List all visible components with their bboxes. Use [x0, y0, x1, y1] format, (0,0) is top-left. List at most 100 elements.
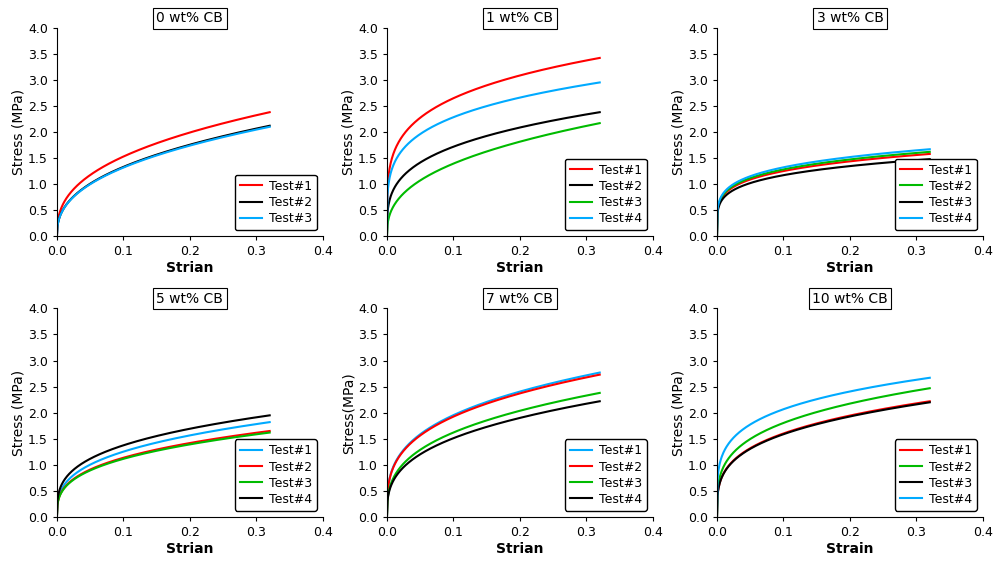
- Test#3: [864, 160, 876, 167]
- Test#2: [51, 514, 63, 521]
- Test#3: [736, 183, 748, 189]
- Test#1: [710, 233, 722, 240]
- Test#1: [534, 67, 546, 74]
- Line: Test#3: Test#3: [716, 159, 929, 236]
- Test#4: [406, 456, 418, 463]
- Test#4: [380, 514, 392, 521]
- Test#1: [406, 437, 418, 444]
- Test#3: [205, 137, 217, 143]
- Test#2: [406, 164, 418, 171]
- Test#3: [515, 138, 527, 145]
- X-axis label: Strian: Strian: [825, 261, 873, 275]
- Test#1: [449, 411, 461, 417]
- Test#3: [380, 233, 392, 240]
- Test#4: [844, 388, 856, 395]
- Test#2: [779, 418, 791, 425]
- Test#3: [779, 430, 791, 437]
- Test#1: [779, 167, 791, 174]
- Line: Test#1: Test#1: [716, 401, 929, 517]
- Test#1: [736, 450, 748, 456]
- Y-axis label: Stress (MPa): Stress (MPa): [341, 89, 355, 175]
- Test#1: [593, 369, 605, 376]
- Test#3: [206, 437, 218, 444]
- Test#4: [464, 428, 476, 435]
- Line: Test#4: Test#4: [386, 401, 599, 517]
- Test#2: [464, 406, 476, 413]
- Test#1: [710, 514, 722, 521]
- Test#4: [736, 176, 748, 183]
- X-axis label: Strian: Strian: [165, 542, 214, 556]
- Line: Test#4: Test#4: [386, 82, 599, 236]
- Test#4: [135, 437, 147, 443]
- Title: 1 wt% CB: 1 wt% CB: [485, 11, 553, 25]
- Test#2: [593, 371, 605, 378]
- Test#3: [185, 441, 197, 447]
- Test#2: [205, 436, 217, 443]
- Test#3: [864, 409, 876, 416]
- Test#1: [535, 382, 547, 389]
- Test#3: [865, 160, 877, 167]
- Test#3: [515, 407, 527, 414]
- Test#1: [844, 412, 856, 419]
- Test#4: [865, 384, 877, 391]
- Test#2: [185, 439, 197, 446]
- X-axis label: Strian: Strian: [495, 261, 544, 275]
- Test#3: [736, 450, 748, 457]
- Test#4: [206, 421, 218, 428]
- Test#2: [864, 396, 876, 403]
- Test#3: [449, 159, 461, 166]
- Y-axis label: Stress (MPa): Stress (MPa): [11, 89, 25, 175]
- Test#4: [120, 441, 132, 448]
- Test#4: [185, 425, 197, 432]
- Line: Test#3: Test#3: [57, 433, 270, 517]
- Test#4: [593, 79, 605, 86]
- Test#3: [76, 471, 88, 477]
- Test#2: [534, 120, 546, 126]
- Test#2: [264, 428, 276, 434]
- Test#1: [736, 179, 748, 186]
- Test#1: [779, 429, 791, 436]
- Test#1: [120, 447, 132, 454]
- Test#1: [406, 121, 418, 128]
- Test#4: [844, 154, 856, 160]
- Test#3: [923, 399, 935, 406]
- Test#2: [185, 141, 197, 148]
- Test#3: [51, 233, 63, 240]
- Test#2: [794, 163, 806, 170]
- Test#2: [120, 454, 132, 460]
- Test#4: [794, 400, 806, 407]
- Test#1: [264, 109, 276, 116]
- Line: Test#2: Test#2: [716, 152, 929, 236]
- Test#1: [593, 54, 605, 61]
- Test#3: [185, 142, 197, 149]
- Test#1: [135, 443, 147, 450]
- Test#1: [380, 514, 392, 521]
- Line: Test#2: Test#2: [716, 388, 929, 517]
- Test#2: [135, 156, 147, 163]
- Test#4: [464, 107, 476, 114]
- Y-axis label: Stress (MPa): Stress (MPa): [671, 370, 684, 456]
- Test#3: [534, 133, 546, 139]
- Test#4: [794, 160, 806, 167]
- Test#1: [185, 432, 197, 439]
- Line: Test#1: Test#1: [57, 112, 270, 236]
- Test#2: [515, 390, 527, 396]
- Title: 0 wt% CB: 0 wt% CB: [156, 11, 223, 25]
- Test#1: [185, 129, 197, 136]
- X-axis label: Strian: Strian: [165, 261, 214, 275]
- Line: Test#2: Test#2: [386, 375, 599, 517]
- Test#4: [51, 514, 63, 521]
- Test#3: [844, 413, 856, 420]
- Test#2: [710, 233, 722, 240]
- Test#1: [923, 150, 935, 157]
- Title: 3 wt% CB: 3 wt% CB: [815, 11, 883, 25]
- Y-axis label: Stress (MPa): Stress (MPa): [671, 89, 684, 175]
- Test#3: [464, 153, 476, 160]
- Test#3: [593, 120, 605, 126]
- Test#2: [864, 154, 876, 160]
- Test#1: [206, 123, 218, 130]
- Test#1: [844, 158, 856, 164]
- Test#2: [535, 384, 547, 391]
- Test#3: [264, 124, 276, 130]
- Test#2: [464, 137, 476, 144]
